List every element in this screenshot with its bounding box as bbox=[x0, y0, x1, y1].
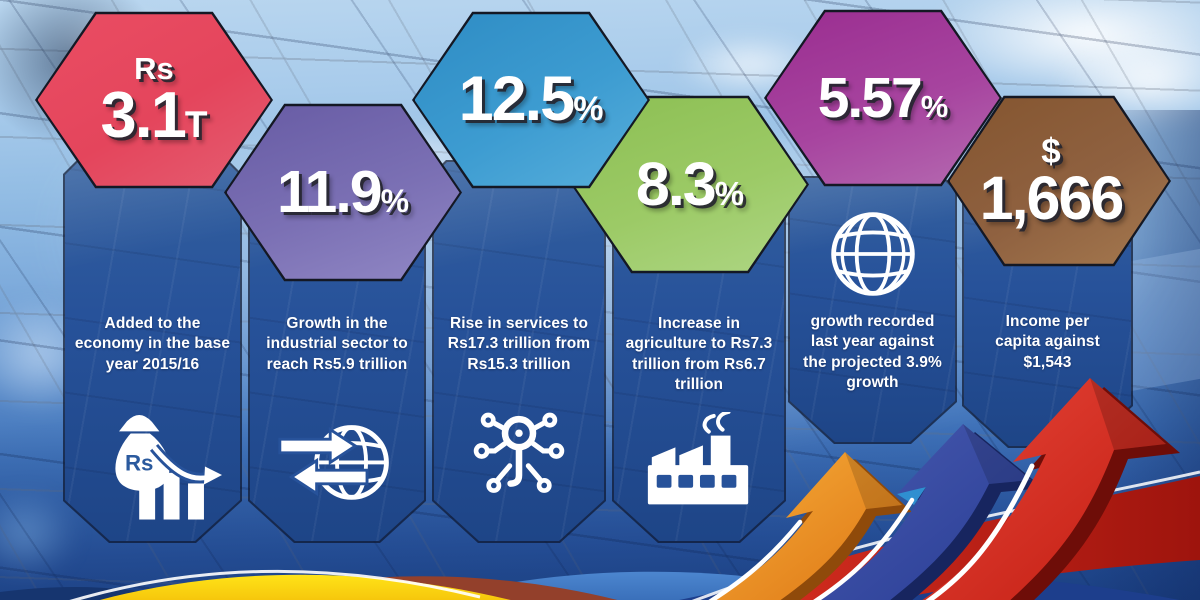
stat-value: $ 1,666 bbox=[979, 131, 1125, 233]
stat-value: 11.9% bbox=[276, 159, 410, 226]
stat-description: Income per capita against $1,543 bbox=[995, 313, 1100, 371]
stat-value: 8.3% bbox=[635, 150, 745, 219]
stat-description: Growth in the industrial sector to reach… bbox=[266, 315, 408, 373]
stat-description: Increase in agriculture to Rs7.3 trillio… bbox=[625, 315, 773, 394]
factory-icon bbox=[640, 412, 758, 510]
stat-description: Rise in services to Rs17.3 trillion from… bbox=[447, 315, 591, 373]
money-bag-currency-label: Rs bbox=[124, 451, 152, 476]
panel-services-rise: Rise in services to Rs17.3 trillion from… bbox=[432, 160, 606, 543]
panel-economy-added: Added to the economy in the base year 20… bbox=[63, 160, 242, 543]
circuit-network-icon bbox=[463, 408, 575, 505]
panel-gdp-growth: growth recorded last year against the pr… bbox=[788, 176, 957, 444]
stat-value: 12.5% bbox=[458, 64, 604, 135]
stat-value: Rs 3.1T bbox=[100, 50, 208, 152]
globe-icon bbox=[825, 206, 921, 302]
stat-description: Added to the economy in the base year 20… bbox=[74, 315, 231, 373]
money-bag-chart-icon: Rs bbox=[84, 407, 222, 526]
stat-value: 5.57% bbox=[817, 65, 949, 130]
stat-description: growth recorded last year against the pr… bbox=[803, 313, 942, 392]
trade-globe-icon bbox=[274, 414, 400, 511]
